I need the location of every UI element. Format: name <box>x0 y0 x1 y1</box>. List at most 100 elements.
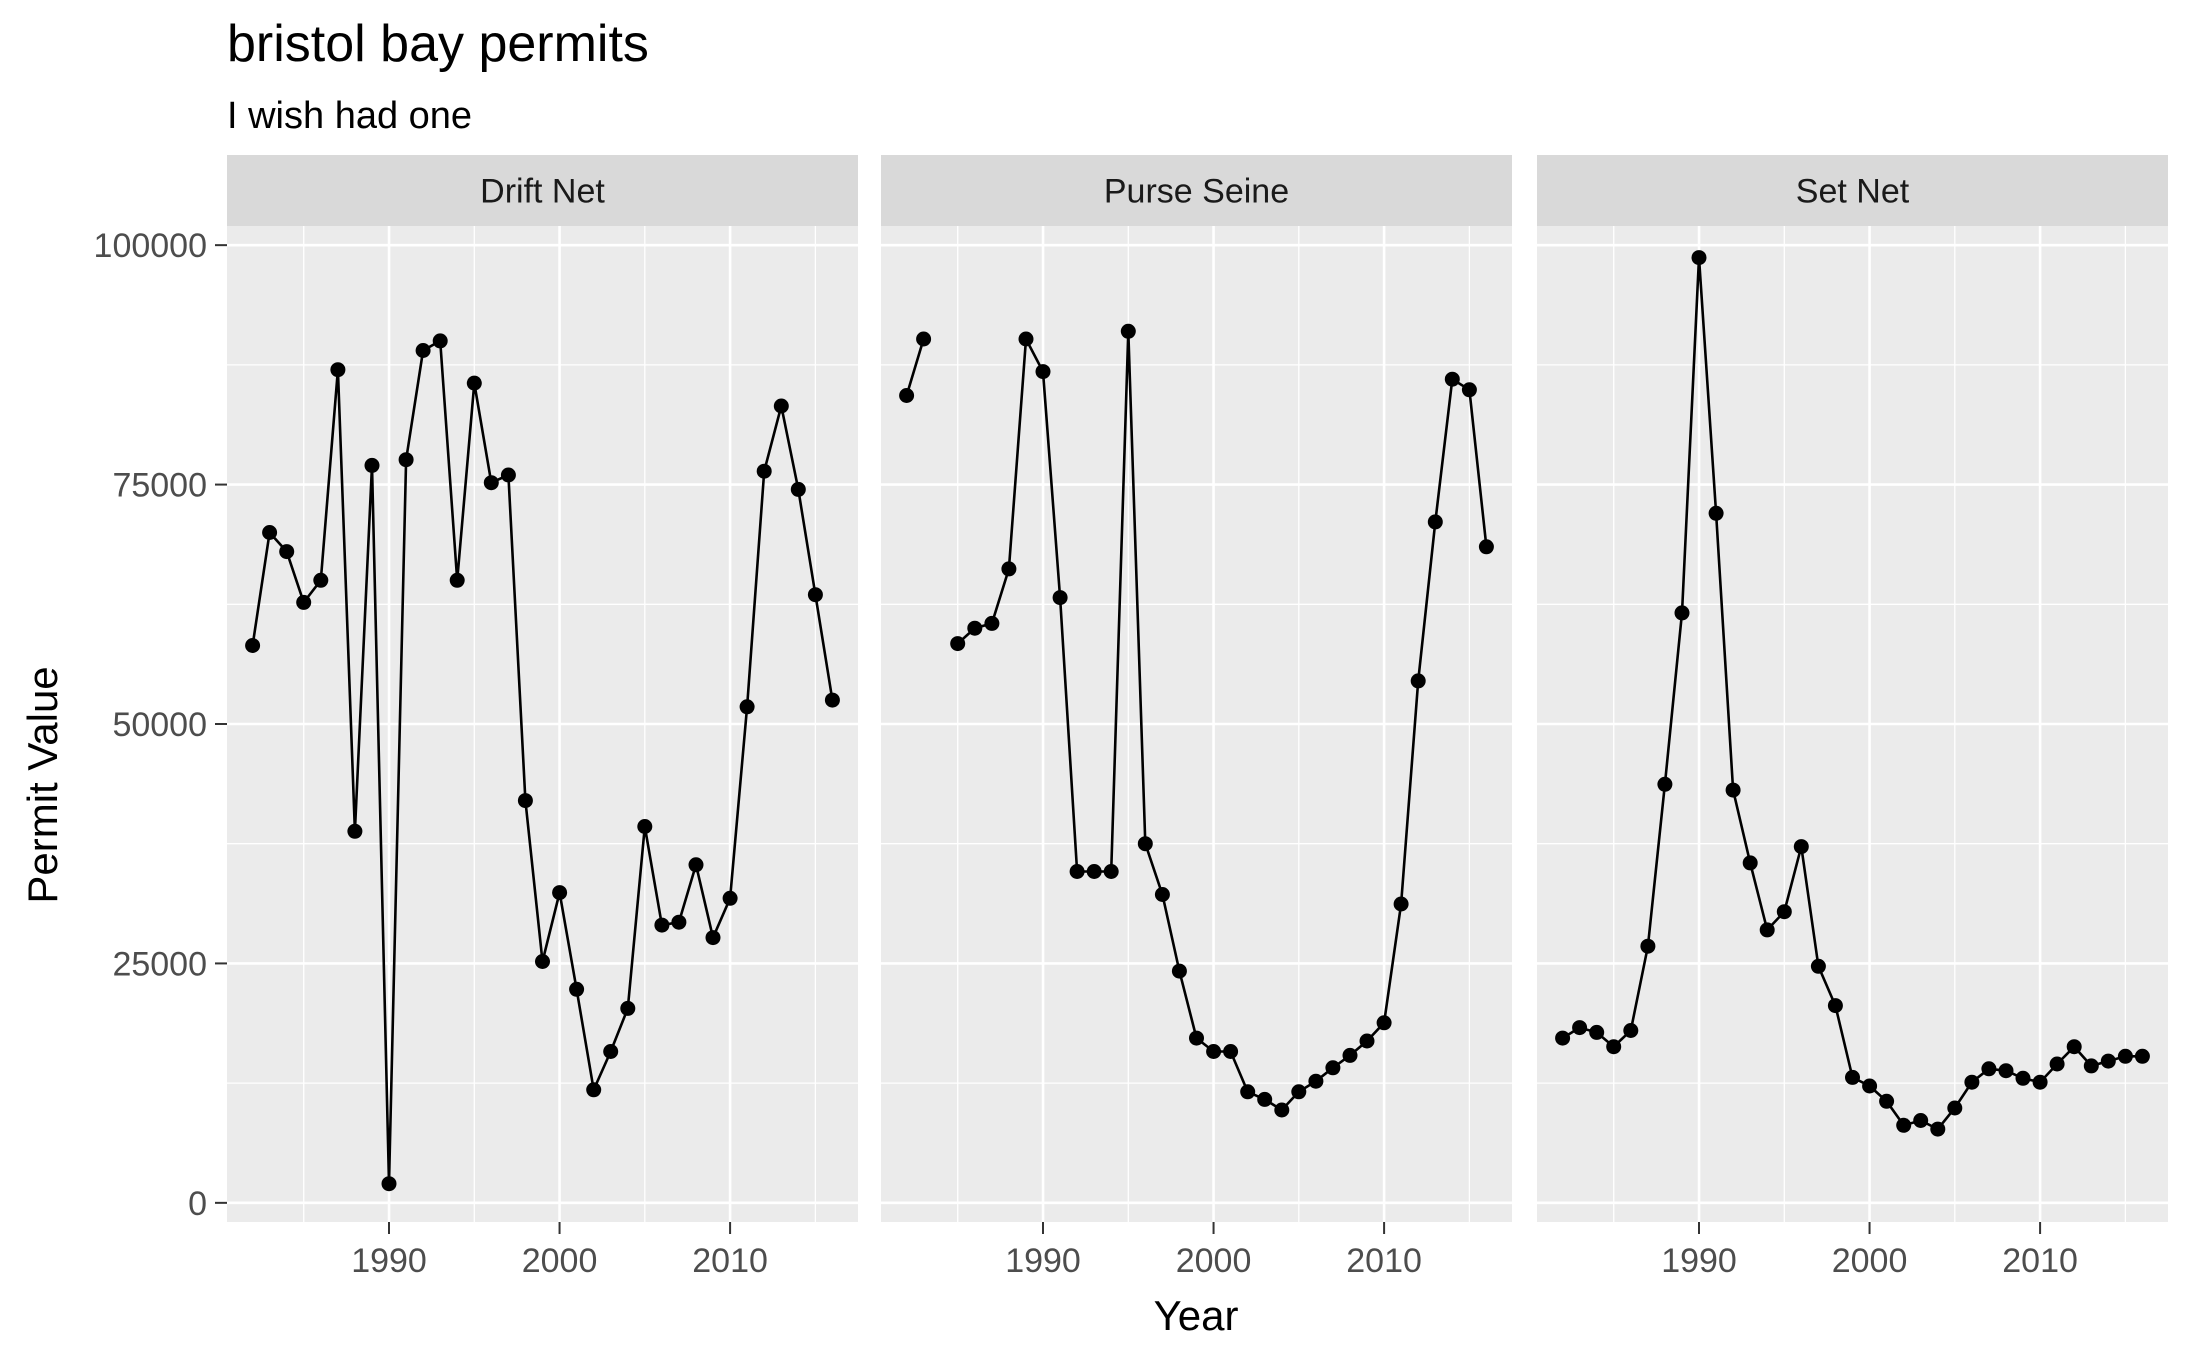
data-point <box>1154 887 1170 902</box>
data-point <box>1461 382 1477 398</box>
data-point <box>705 930 721 946</box>
data-point <box>245 638 261 653</box>
data-point <box>967 620 983 636</box>
data-point <box>1845 1069 1860 1085</box>
data-point <box>1725 782 1741 798</box>
data-point <box>1759 922 1775 938</box>
facet-strip-label: Set Net <box>1796 173 1910 211</box>
data-point <box>1589 1024 1605 1040</box>
data-point <box>1171 963 1187 979</box>
facet-strip <box>227 155 858 226</box>
data-point <box>569 981 585 997</box>
data-point <box>1359 1033 1375 1049</box>
data-point <box>330 362 346 378</box>
y-axis-title: Permit Value <box>19 666 66 903</box>
data-point <box>790 481 806 497</box>
y-tick-label: 0 <box>188 1185 207 1223</box>
data-point <box>1069 864 1085 879</box>
y-tick-label: 100000 <box>94 227 207 265</box>
series-line <box>905 338 925 396</box>
x-tick-label: 1990 <box>1005 1242 1081 1280</box>
data-point <box>262 525 278 540</box>
data-point <box>586 1082 602 1098</box>
x-tick-label: 1990 <box>351 1242 427 1280</box>
data-point <box>1427 514 1443 530</box>
data-point <box>1691 250 1707 266</box>
x-tick-label: 2010 <box>2002 1242 2078 1280</box>
data-point <box>2100 1053 2116 1069</box>
data-point <box>1947 1100 1963 1116</box>
data-point <box>756 463 772 479</box>
data-point <box>1223 1044 1239 1059</box>
data-point <box>824 692 840 708</box>
data-point <box>2117 1048 2133 1064</box>
data-point <box>1776 904 1792 920</box>
data-point <box>1810 958 1826 974</box>
data-point <box>1257 1091 1273 1107</box>
data-point <box>1606 1039 1622 1055</box>
x-tick-label: 2000 <box>1832 1242 1908 1280</box>
data-point <box>1035 364 1051 380</box>
data-point <box>535 954 550 969</box>
data-point <box>2083 1058 2099 1074</box>
y-tick-label: 25000 <box>112 945 207 983</box>
x-axis-title: Year <box>1154 1292 1239 1339</box>
data-point <box>1444 371 1460 387</box>
data-point <box>449 572 465 588</box>
chart-subtitle: I wish had one <box>227 95 473 137</box>
data-point <box>296 594 312 610</box>
data-point <box>2066 1039 2082 1055</box>
x-tick-label: 1990 <box>1661 1242 1737 1280</box>
data-point <box>1623 1023 1639 1038</box>
data-point <box>1478 539 1494 555</box>
data-point <box>950 636 966 652</box>
data-point <box>773 398 789 414</box>
facet-strip <box>1537 155 2168 226</box>
data-point <box>916 331 932 347</box>
data-point <box>620 1000 636 1016</box>
data-point <box>517 793 533 809</box>
data-point <box>1308 1073 1324 1089</box>
data-point <box>688 857 704 873</box>
data-point <box>899 388 915 403</box>
data-point <box>1793 839 1809 855</box>
data-point <box>398 452 414 468</box>
x-tick-label: 2000 <box>522 1242 598 1280</box>
data-point <box>1103 864 1119 879</box>
data-point <box>1913 1113 1929 1128</box>
chart-title: bristol bay permits <box>227 15 649 73</box>
data-point <box>2015 1070 2031 1086</box>
data-point <box>671 914 687 930</box>
data-point <box>1896 1117 1912 1133</box>
data-point <box>313 572 329 588</box>
data-point <box>415 343 431 358</box>
y-tick-label: 50000 <box>112 706 207 744</box>
data-point <box>1120 323 1136 339</box>
data-point <box>1742 855 1758 871</box>
data-point <box>466 375 482 391</box>
data-point <box>347 823 363 839</box>
data-point <box>2049 1056 2065 1072</box>
data-point <box>381 1176 397 1192</box>
data-point <box>637 819 653 834</box>
data-point <box>1640 938 1656 954</box>
facet-strip-label: Drift Net <box>480 173 605 211</box>
data-point <box>1657 776 1673 792</box>
data-point <box>2134 1048 2150 1064</box>
data-point <box>1137 836 1153 852</box>
data-point <box>1998 1063 2014 1079</box>
data-point <box>1291 1084 1307 1100</box>
y-tick-label: 75000 <box>112 467 207 505</box>
data-point <box>432 333 448 349</box>
data-point <box>1274 1102 1290 1118</box>
x-tick-label: 2010 <box>692 1242 768 1280</box>
data-point <box>279 544 295 560</box>
data-point <box>500 467 516 483</box>
data-point <box>483 475 499 491</box>
data-point <box>1325 1060 1341 1076</box>
data-point <box>1001 561 1017 577</box>
data-point <box>1572 1020 1588 1036</box>
x-tick-label: 2000 <box>1176 1242 1252 1280</box>
data-point <box>552 885 568 901</box>
